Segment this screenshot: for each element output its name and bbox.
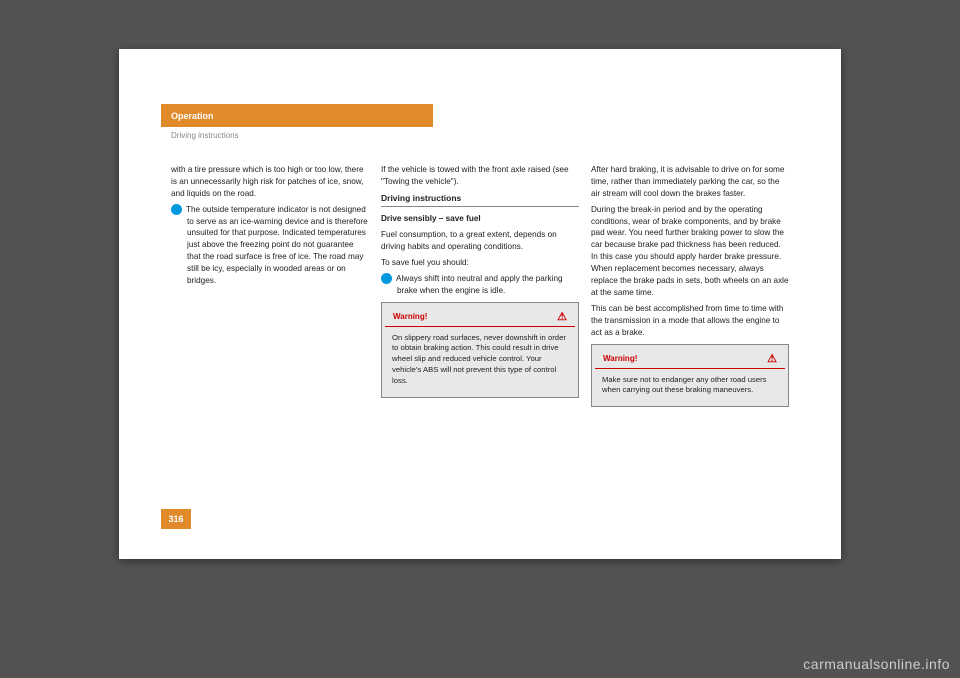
body-text: Fuel consumption, to a great extent, dep… [381, 229, 579, 253]
warning-box: Warning! ⚠ Make sure not to endanger any… [591, 344, 789, 407]
column-1: with a tire pressure which is too high o… [171, 164, 369, 291]
note-text: Always shift into neutral and apply the … [396, 274, 563, 295]
column-3: After hard braking, it is advisable to d… [591, 164, 789, 407]
warning-body: On slippery road surfaces, never downshi… [382, 327, 578, 397]
warning-header: Warning! ⚠ [595, 348, 785, 368]
page-number: 316 [161, 509, 191, 529]
page-number-text: 316 [168, 514, 183, 524]
warning-body: Make sure not to endanger any other road… [592, 369, 788, 407]
note-paragraph: i The outside temperature indicator is no… [171, 204, 369, 287]
body-text: If the vehicle is towed with the front a… [381, 164, 579, 188]
body-text: To save fuel you should: [381, 257, 579, 269]
warning-label: Warning! [393, 311, 427, 322]
info-icon: i [171, 204, 182, 215]
body-text: This can be best accomplished from time … [591, 303, 789, 339]
body-text: After hard braking, it is advisable to d… [591, 164, 789, 200]
warning-label: Warning! [603, 353, 637, 364]
sub-title: Drive sensibly – save fuel [381, 213, 579, 225]
note-paragraph: i Always shift into neutral and apply the… [381, 273, 579, 297]
warning-header: Warning! ⚠ [385, 306, 575, 326]
body-text: with a tire pressure which is too high o… [171, 164, 369, 200]
info-icon: i [381, 273, 392, 284]
section-header-label: Operation [171, 111, 214, 121]
body-text: During the break-in period and by the op… [591, 204, 789, 299]
watermark: carmanualsonline.info [803, 656, 950, 672]
warning-icon: ⚠ [557, 312, 567, 323]
sub-title-text: Drive sensibly – save fuel [381, 214, 481, 223]
section-header: Operation [161, 104, 433, 127]
section-subhead: Driving instructions [171, 131, 239, 140]
warning-icon: ⚠ [767, 354, 777, 365]
note-text: The outside temperature indicator is not… [186, 205, 368, 285]
column-2: If the vehicle is towed with the front a… [381, 164, 579, 398]
section-title: Driving instructions [381, 192, 579, 207]
warning-box: Warning! ⚠ On slippery road surfaces, ne… [381, 302, 579, 397]
manual-page: Operation Driving instructions with a ti… [119, 49, 841, 559]
